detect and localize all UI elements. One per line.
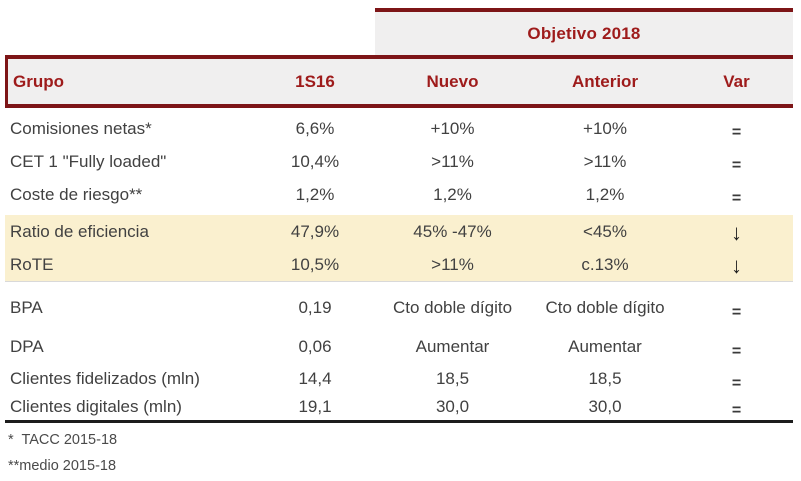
table-row: DPA 0,06 Aumentar Aumentar = <box>5 329 793 365</box>
table-row: BPA 0,19 Cto doble dígito Cto doble dígi… <box>5 287 793 329</box>
equals-icon: = <box>731 303 742 321</box>
objetivo-2018-banner: Objetivo 2018 <box>375 8 793 55</box>
row-label: BPA <box>10 298 43 317</box>
highlighted-rows-block: Ratio de eficiencia 47,9% 45% -47% <45% … <box>5 215 793 282</box>
row-label: DPA <box>10 337 44 356</box>
cell-1s16: 1,2% <box>295 184 335 204</box>
cell-anterior: 30,0 <box>588 396 622 416</box>
cell-anterior: c.13% <box>581 254 629 274</box>
table-row: Clientes digitales (mln) 19,1 30,0 30,0 … <box>5 393 793 420</box>
equals-icon: = <box>731 374 742 392</box>
footnote-tacc: * TACC 2015-18 <box>8 432 118 448</box>
row-label: CET 1 "Fully loaded" <box>10 151 167 171</box>
column-header-nuevo: Nuevo <box>426 71 479 91</box>
column-header-grupo: Grupo <box>13 71 64 91</box>
table-row-highlighted: RoTE 10,5% >11% c.13% ↓ <box>5 248 793 281</box>
cell-nuevo: 45% -47% <box>413 221 492 241</box>
down-arrow-icon: ↓ <box>731 219 742 245</box>
cell-1s16: 19,1 <box>298 396 332 416</box>
down-arrow-icon: ↓ <box>731 252 742 278</box>
equals-icon: = <box>731 402 742 419</box>
column-header-anterior: Anterior <box>571 71 639 91</box>
equals-icon: = <box>731 342 742 360</box>
footnotes: * TACC 2015-18 **medio 2015-18 <box>8 429 117 481</box>
table-row: Comisiones netas* 6,6% +10% +10% = <box>5 112 793 145</box>
footnote-medio: **medio 2015-18 <box>8 458 117 474</box>
cell-nuevo: 1,2% <box>433 184 472 204</box>
cell-1s16: 0,19 <box>298 298 332 317</box>
cell-nuevo: 30,0 <box>435 396 470 416</box>
cell-anterior: 1,2% <box>585 184 625 204</box>
equals-icon: = <box>731 124 742 141</box>
cell-nuevo: Cto doble dígito <box>392 298 513 317</box>
table-row: CET 1 "Fully loaded" 10,4% >11% >11% = <box>5 145 793 178</box>
objetivo-2018-label: Objetivo 2018 <box>527 23 641 43</box>
cell-anterior: Aumentar <box>568 337 642 356</box>
column-header-var: Var <box>723 71 750 91</box>
table-row: Coste de riesgo** 1,2% 1,2% 1,2% = <box>5 178 793 211</box>
cell-anterior: +10% <box>583 118 627 138</box>
table-row-highlighted: Ratio de eficiencia 47,9% 45% -47% <45% … <box>5 215 793 248</box>
cell-1s16: 6,6% <box>295 118 335 138</box>
cell-1s16: 10,5% <box>290 254 340 274</box>
cell-anterior: >11% <box>583 151 627 171</box>
cell-anterior: Cto doble dígito <box>545 298 665 317</box>
cell-1s16: 10,4% <box>290 151 340 171</box>
cell-nuevo: >11% <box>431 254 474 274</box>
cell-1s16: 0,06 <box>298 337 332 356</box>
row-label: Clientes digitales (mln) <box>10 396 182 416</box>
table-row: Clientes fidelizados (mln) 14,4 18,5 18,… <box>5 365 793 393</box>
row-label: Coste de riesgo** <box>10 184 143 204</box>
row-label: RoTE <box>10 254 54 274</box>
row-label: Clientes fidelizados (mln) <box>10 369 200 388</box>
equals-icon: = <box>731 190 742 207</box>
cell-anterior: 18,5 <box>588 369 622 388</box>
cell-anterior: <45% <box>583 221 627 241</box>
table-body: Comisiones netas* 6,6% +10% +10% = CET 1… <box>5 108 793 423</box>
cell-nuevo: Aumentar <box>415 337 490 356</box>
cell-1s16: 14,4 <box>298 369 332 388</box>
table-header-row: Grupo 1S16 Nuevo Anterior Var <box>5 55 793 108</box>
cell-nuevo: +10% <box>430 118 475 138</box>
column-header-1s16: 1S16 <box>295 71 335 91</box>
cell-nuevo: >11% <box>431 151 474 171</box>
cell-1s16: 47,9% <box>290 221 340 241</box>
equals-icon: = <box>731 157 742 174</box>
cell-nuevo: 18,5 <box>435 369 470 388</box>
row-label: Comisiones netas* <box>10 118 152 138</box>
row-label: Ratio de eficiencia <box>10 221 149 241</box>
